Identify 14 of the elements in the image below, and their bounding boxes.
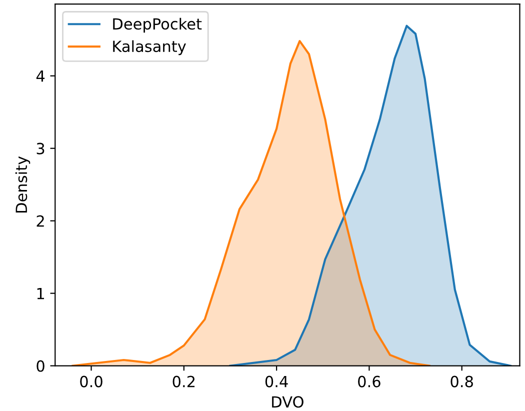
x-tick-label: 0.6 xyxy=(358,376,380,388)
y-tick-label: 2 xyxy=(36,215,44,227)
y-axis-title: Density xyxy=(15,156,30,212)
x-tick-label: 0.0 xyxy=(80,376,102,388)
legend-label: DeepPocket xyxy=(113,18,202,33)
y-tick-label: 1 xyxy=(37,288,44,300)
y-tick-label: 3 xyxy=(36,142,44,154)
y-tick-label: 4 xyxy=(36,70,45,82)
x-axis-title: DVO xyxy=(272,396,304,408)
y-tick-label: 0 xyxy=(36,360,44,372)
legend-label: Kalasanty xyxy=(113,40,186,56)
x-tick-label: 0.2 xyxy=(172,376,195,388)
x-tick-label: 0.4 xyxy=(265,376,288,388)
x-tick-label: 0.8 xyxy=(450,376,473,388)
